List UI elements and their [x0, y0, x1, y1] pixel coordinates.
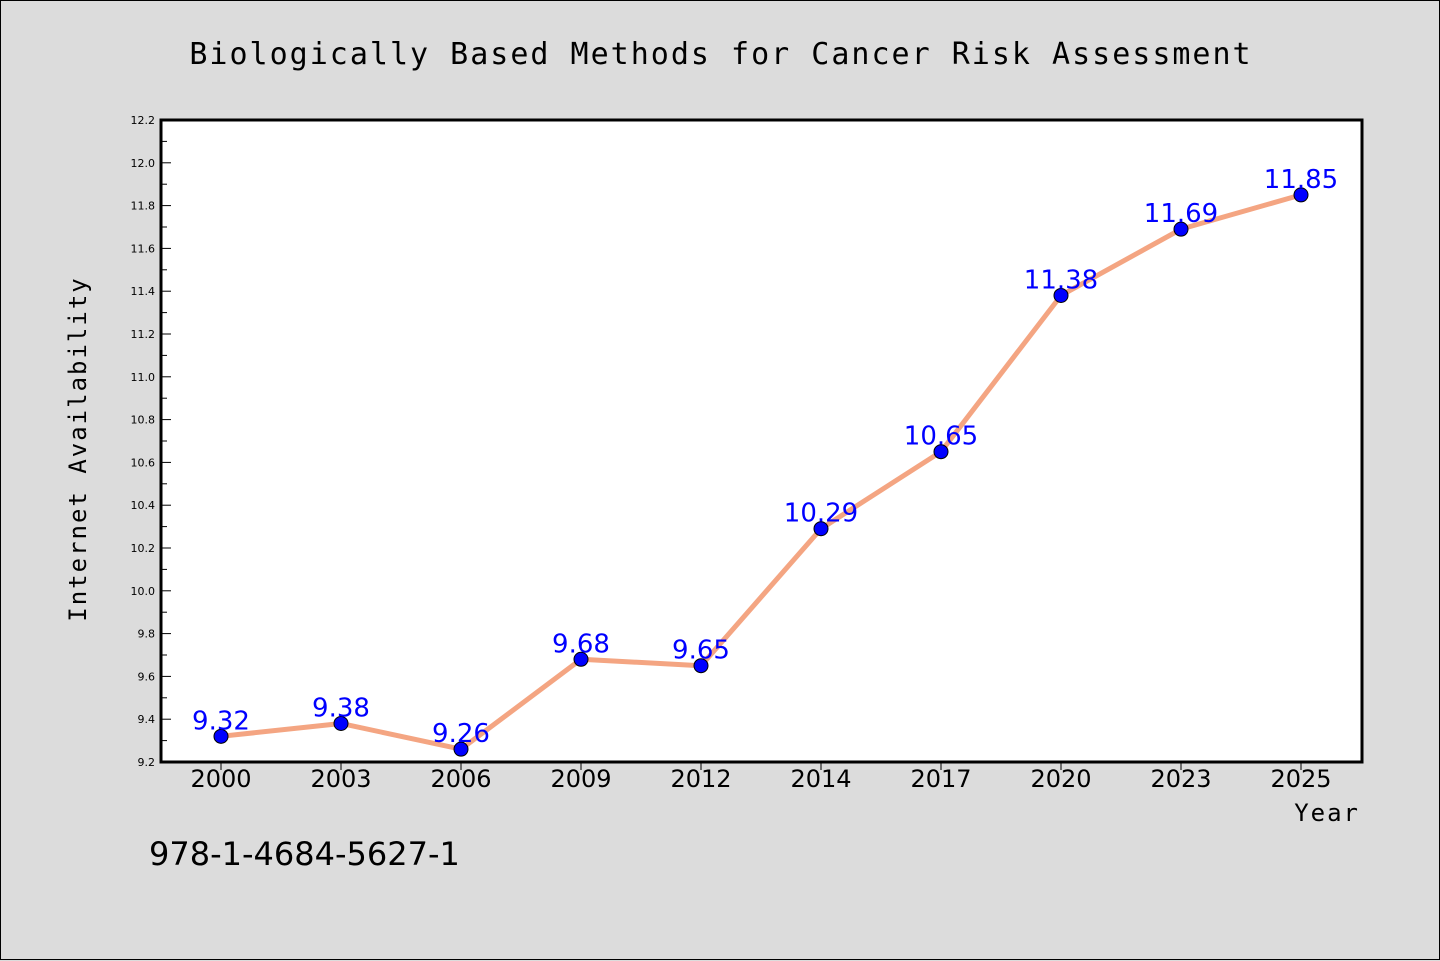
data-label-2009: 9.68: [552, 629, 610, 659]
isbn-text: 978-1-4684-5627-1: [149, 835, 460, 873]
data-point-2006: [453, 741, 469, 757]
y-tick-label: 9.6: [138, 670, 156, 683]
x-tick-label: 2025: [1270, 765, 1331, 793]
data-labels: 9.32 9.38 9.26 9.68 9.65 10.29 10.65 11.38 11.69…: [192, 165, 1338, 749]
y-tick-label: 10.8: [131, 414, 156, 427]
y-tick-label: 9.2: [138, 756, 156, 769]
x-tick-label: 2012: [670, 765, 731, 793]
data-point-2017: [933, 444, 949, 460]
x-axis-label: Year: [1294, 799, 1360, 827]
y-axis-ticks: 9.2 9.4 9.6 9.8 10.0 10.2 10.4 10.6 10.8 11.0 11.2…: [131, 114, 171, 769]
y-tick-label: 11.8: [131, 200, 156, 213]
data-label-2020: 11.38: [1024, 265, 1098, 295]
data-label-2012: 9.65: [672, 636, 730, 666]
y-tick-label: 11.2: [131, 328, 156, 341]
y-tick-label: 11.4: [131, 285, 156, 298]
y-tick-label: 10.0: [131, 585, 156, 598]
data-point-2003: [333, 715, 349, 731]
y-tick-label: 12.2: [131, 114, 156, 127]
x-tick-label: 2023: [1150, 765, 1211, 793]
x-tick-label: 2020: [1030, 765, 1091, 793]
x-tick-label: 2009: [550, 765, 611, 793]
y-tick-label: 9.4: [138, 713, 156, 726]
y-tick-label: 10.2: [131, 542, 156, 555]
data-point-2025: [1293, 187, 1309, 203]
data-point-2009: [573, 651, 589, 667]
x-tick-label: 2000: [190, 765, 251, 793]
y-tick-label: 11.0: [131, 371, 156, 384]
y-tick-label: 9.8: [138, 628, 156, 641]
x-tick-label: 2017: [910, 765, 971, 793]
chart-title: Biologically Based Methods for Cancer Ri…: [189, 37, 1252, 72]
plot-area: [159, 118, 1364, 764]
y-tick-label: 10.4: [131, 499, 156, 512]
data-label-2000: 9.32: [192, 706, 250, 736]
y-tick-label: 12.0: [131, 157, 156, 170]
x-tick-label: 2006: [430, 765, 491, 793]
data-label-2003: 9.38: [312, 693, 370, 723]
data-point-2012: [693, 658, 709, 674]
data-label-2017: 10.65: [904, 422, 978, 452]
series-line: [218, 192, 1304, 752]
x-axis-ticks: 2000 2003 2006 2009 2012 2014 2017 2020 2023 2025: [190, 762, 1332, 793]
y-axis-label: Internet Availability: [64, 276, 92, 621]
data-markers: [213, 187, 1309, 757]
x-tick-label: 2014: [790, 765, 851, 793]
data-label-2006: 9.26: [432, 719, 490, 749]
data-label-2014: 10.29: [784, 499, 858, 529]
data-point-2023: [1173, 221, 1189, 237]
data-label-2023: 11.69: [1144, 199, 1218, 229]
y-tick-label: 10.6: [131, 456, 156, 469]
data-label-2025: 11.85: [1264, 165, 1338, 195]
x-tick-label: 2003: [310, 765, 371, 793]
data-point-2020: [1053, 287, 1069, 303]
data-point-2000: [213, 728, 229, 744]
y-tick-label: 11.6: [131, 242, 156, 255]
data-point-2014: [813, 521, 829, 537]
